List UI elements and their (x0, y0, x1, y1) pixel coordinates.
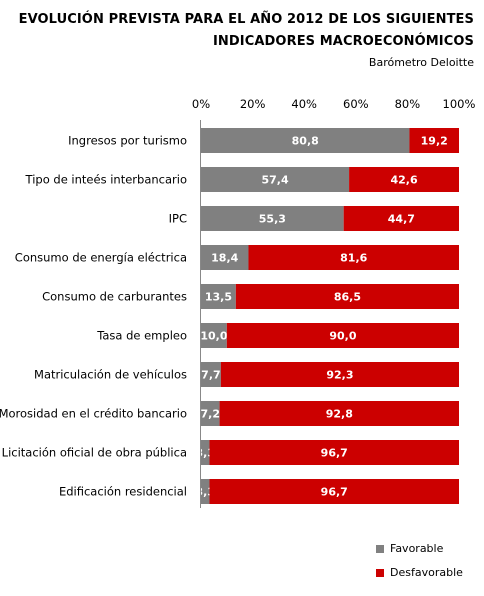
legend-label-desfavorable: Desfavorable (390, 566, 463, 579)
bar-desfavorable (235, 284, 459, 309)
data-label-favorable: 18,4 (211, 252, 238, 265)
data-label-desfavorable: 81,6 (340, 252, 367, 265)
category-label: IPC (169, 212, 187, 226)
data-label-favorable: 57,4 (261, 174, 288, 187)
bar-desfavorable (349, 167, 459, 192)
bar-favorable (201, 284, 236, 309)
bar-desfavorable (209, 440, 459, 465)
bar-desfavorable (409, 128, 459, 153)
bar-favorable (201, 323, 227, 348)
x-tick-label: 40% (291, 97, 317, 111)
data-label-favorable: 13,5 (205, 291, 232, 304)
bar-favorable (201, 167, 350, 192)
data-label-desfavorable: 96,7 (321, 486, 348, 499)
legend-swatch-favorable (376, 544, 384, 553)
chart-subtitle: Barómetro Deloitte (368, 56, 474, 69)
x-tick-label: 80% (395, 97, 421, 111)
category-label: Edificación residencial (59, 485, 187, 499)
bar-desfavorable (220, 362, 459, 387)
category-label: Morosidad en el crédito bancario (0, 407, 187, 421)
legend-item-desfavorable: Desfavorable (376, 566, 463, 579)
data-label-favorable: 10,0 (200, 330, 227, 343)
bar-favorable (201, 128, 410, 153)
data-label-favorable: 7,7 (201, 369, 221, 382)
bar-favorable (201, 401, 220, 426)
bar-desfavorable (209, 479, 459, 504)
bar-favorable (201, 362, 221, 387)
category-label: Consumo de energía eléctrica (15, 251, 187, 265)
data-label-favorable: 7,2 (201, 408, 221, 421)
bar-favorable (201, 440, 210, 465)
data-label-desfavorable: 19,2 (421, 135, 448, 148)
category-label: Ingresos por turismo (68, 134, 187, 148)
x-tick-label: 0% (192, 97, 210, 111)
chart-title-line-1: EVOLUCIÓN PREVISTA PARA EL AÑO 2012 DE L… (18, 12, 474, 27)
legend-item-favorable: Favorable (376, 542, 443, 555)
bar-favorable (201, 479, 210, 504)
data-label-desfavorable: 92,3 (326, 369, 353, 382)
data-label-desfavorable: 90,0 (329, 330, 356, 343)
bar-desfavorable (343, 206, 459, 231)
bar-desfavorable (248, 245, 459, 270)
data-label-desfavorable: 92,8 (326, 408, 353, 421)
data-label-favorable: 55,3 (259, 213, 286, 226)
x-tick-label: 20% (240, 97, 266, 111)
data-label-desfavorable: 44,7 (388, 213, 415, 226)
data-label-favorable: 80,8 (292, 135, 319, 148)
chart-title-line-2: INDICADORES MACROECONÓMICOS (213, 34, 474, 49)
legend-swatch-desfavorable (376, 568, 384, 577)
data-label-desfavorable: 86,5 (334, 291, 361, 304)
data-label-desfavorable: 42,6 (390, 174, 417, 187)
x-tick-label: 60% (343, 97, 369, 111)
data-label-desfavorable: 96,7 (321, 447, 348, 460)
category-label: Tipo de inteés interbancario (25, 173, 187, 187)
bar-desfavorable (219, 401, 459, 426)
category-label: Matriculación de vehículos (34, 368, 187, 382)
bar-favorable (201, 206, 344, 231)
legend-label-favorable: Favorable (390, 542, 444, 555)
category-label: Tasa de empleo (96, 329, 187, 343)
bar-favorable (201, 245, 249, 270)
category-label: Licitación oficial de obra pública (2, 446, 187, 460)
bar-desfavorable (226, 323, 459, 348)
x-tick-label: 100% (443, 97, 476, 111)
category-label: Consumo de carburantes (42, 290, 187, 304)
